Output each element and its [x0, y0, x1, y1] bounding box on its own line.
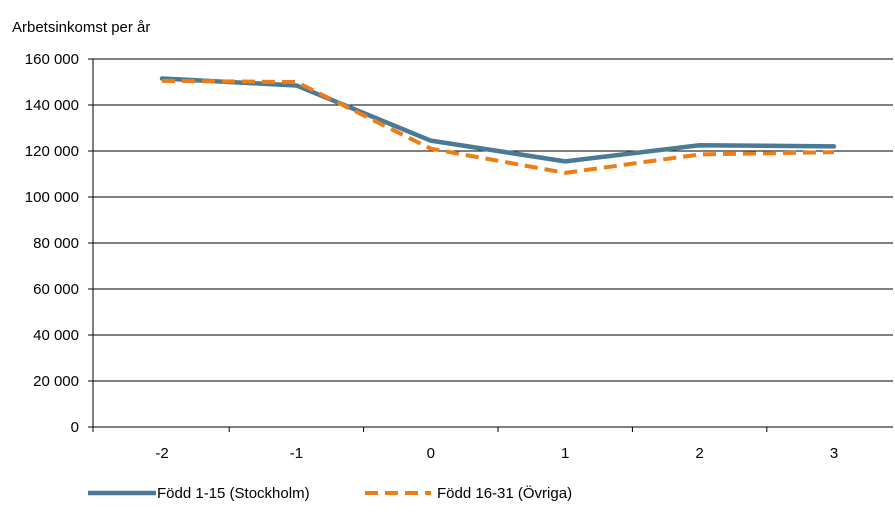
- legend-label-1: Född 1-15 (Stockholm): [157, 485, 310, 502]
- x-tick-label: -2: [155, 445, 168, 462]
- y-axis-ticks: 0 20 000 40 000 60 000 80 000 100 000 120 000 1…: [25, 51, 93, 436]
- y-tick-label: 60 000: [33, 281, 79, 298]
- x-tick-label: 1: [561, 445, 569, 462]
- y-tick-label: 0: [71, 419, 79, 436]
- gridlines: [93, 58, 893, 382]
- legend: Född 1-15 (Stockholm) Född 16-31 (Övriga): [88, 484, 572, 502]
- y-tick-label: 20 000: [33, 373, 79, 390]
- x-tick-label: 0: [427, 445, 435, 462]
- series-line-1: [159, 76, 837, 164]
- y-tick-label: 80 000: [33, 235, 79, 252]
- series-lines: [159, 76, 837, 175]
- y-axis-label: Arbetsinkomst per år: [12, 19, 150, 36]
- series-line-2: [161, 78, 835, 175]
- y-tick-label: 100 000: [25, 189, 79, 206]
- y-tick-label: 140 000: [25, 97, 79, 114]
- x-tick-label: 3: [830, 445, 838, 462]
- legend-label-2: Född 16-31 (Övriga): [437, 484, 572, 502]
- x-axis-ticks: -2 -1 0 1 2 3: [92, 427, 838, 462]
- y-tick-label: 40 000: [33, 327, 79, 344]
- x-tick-label: -1: [290, 445, 303, 462]
- x-tick-label: 2: [695, 445, 703, 462]
- y-tick-label: 120 000: [25, 143, 79, 160]
- y-tick-label: 160 000: [25, 51, 79, 68]
